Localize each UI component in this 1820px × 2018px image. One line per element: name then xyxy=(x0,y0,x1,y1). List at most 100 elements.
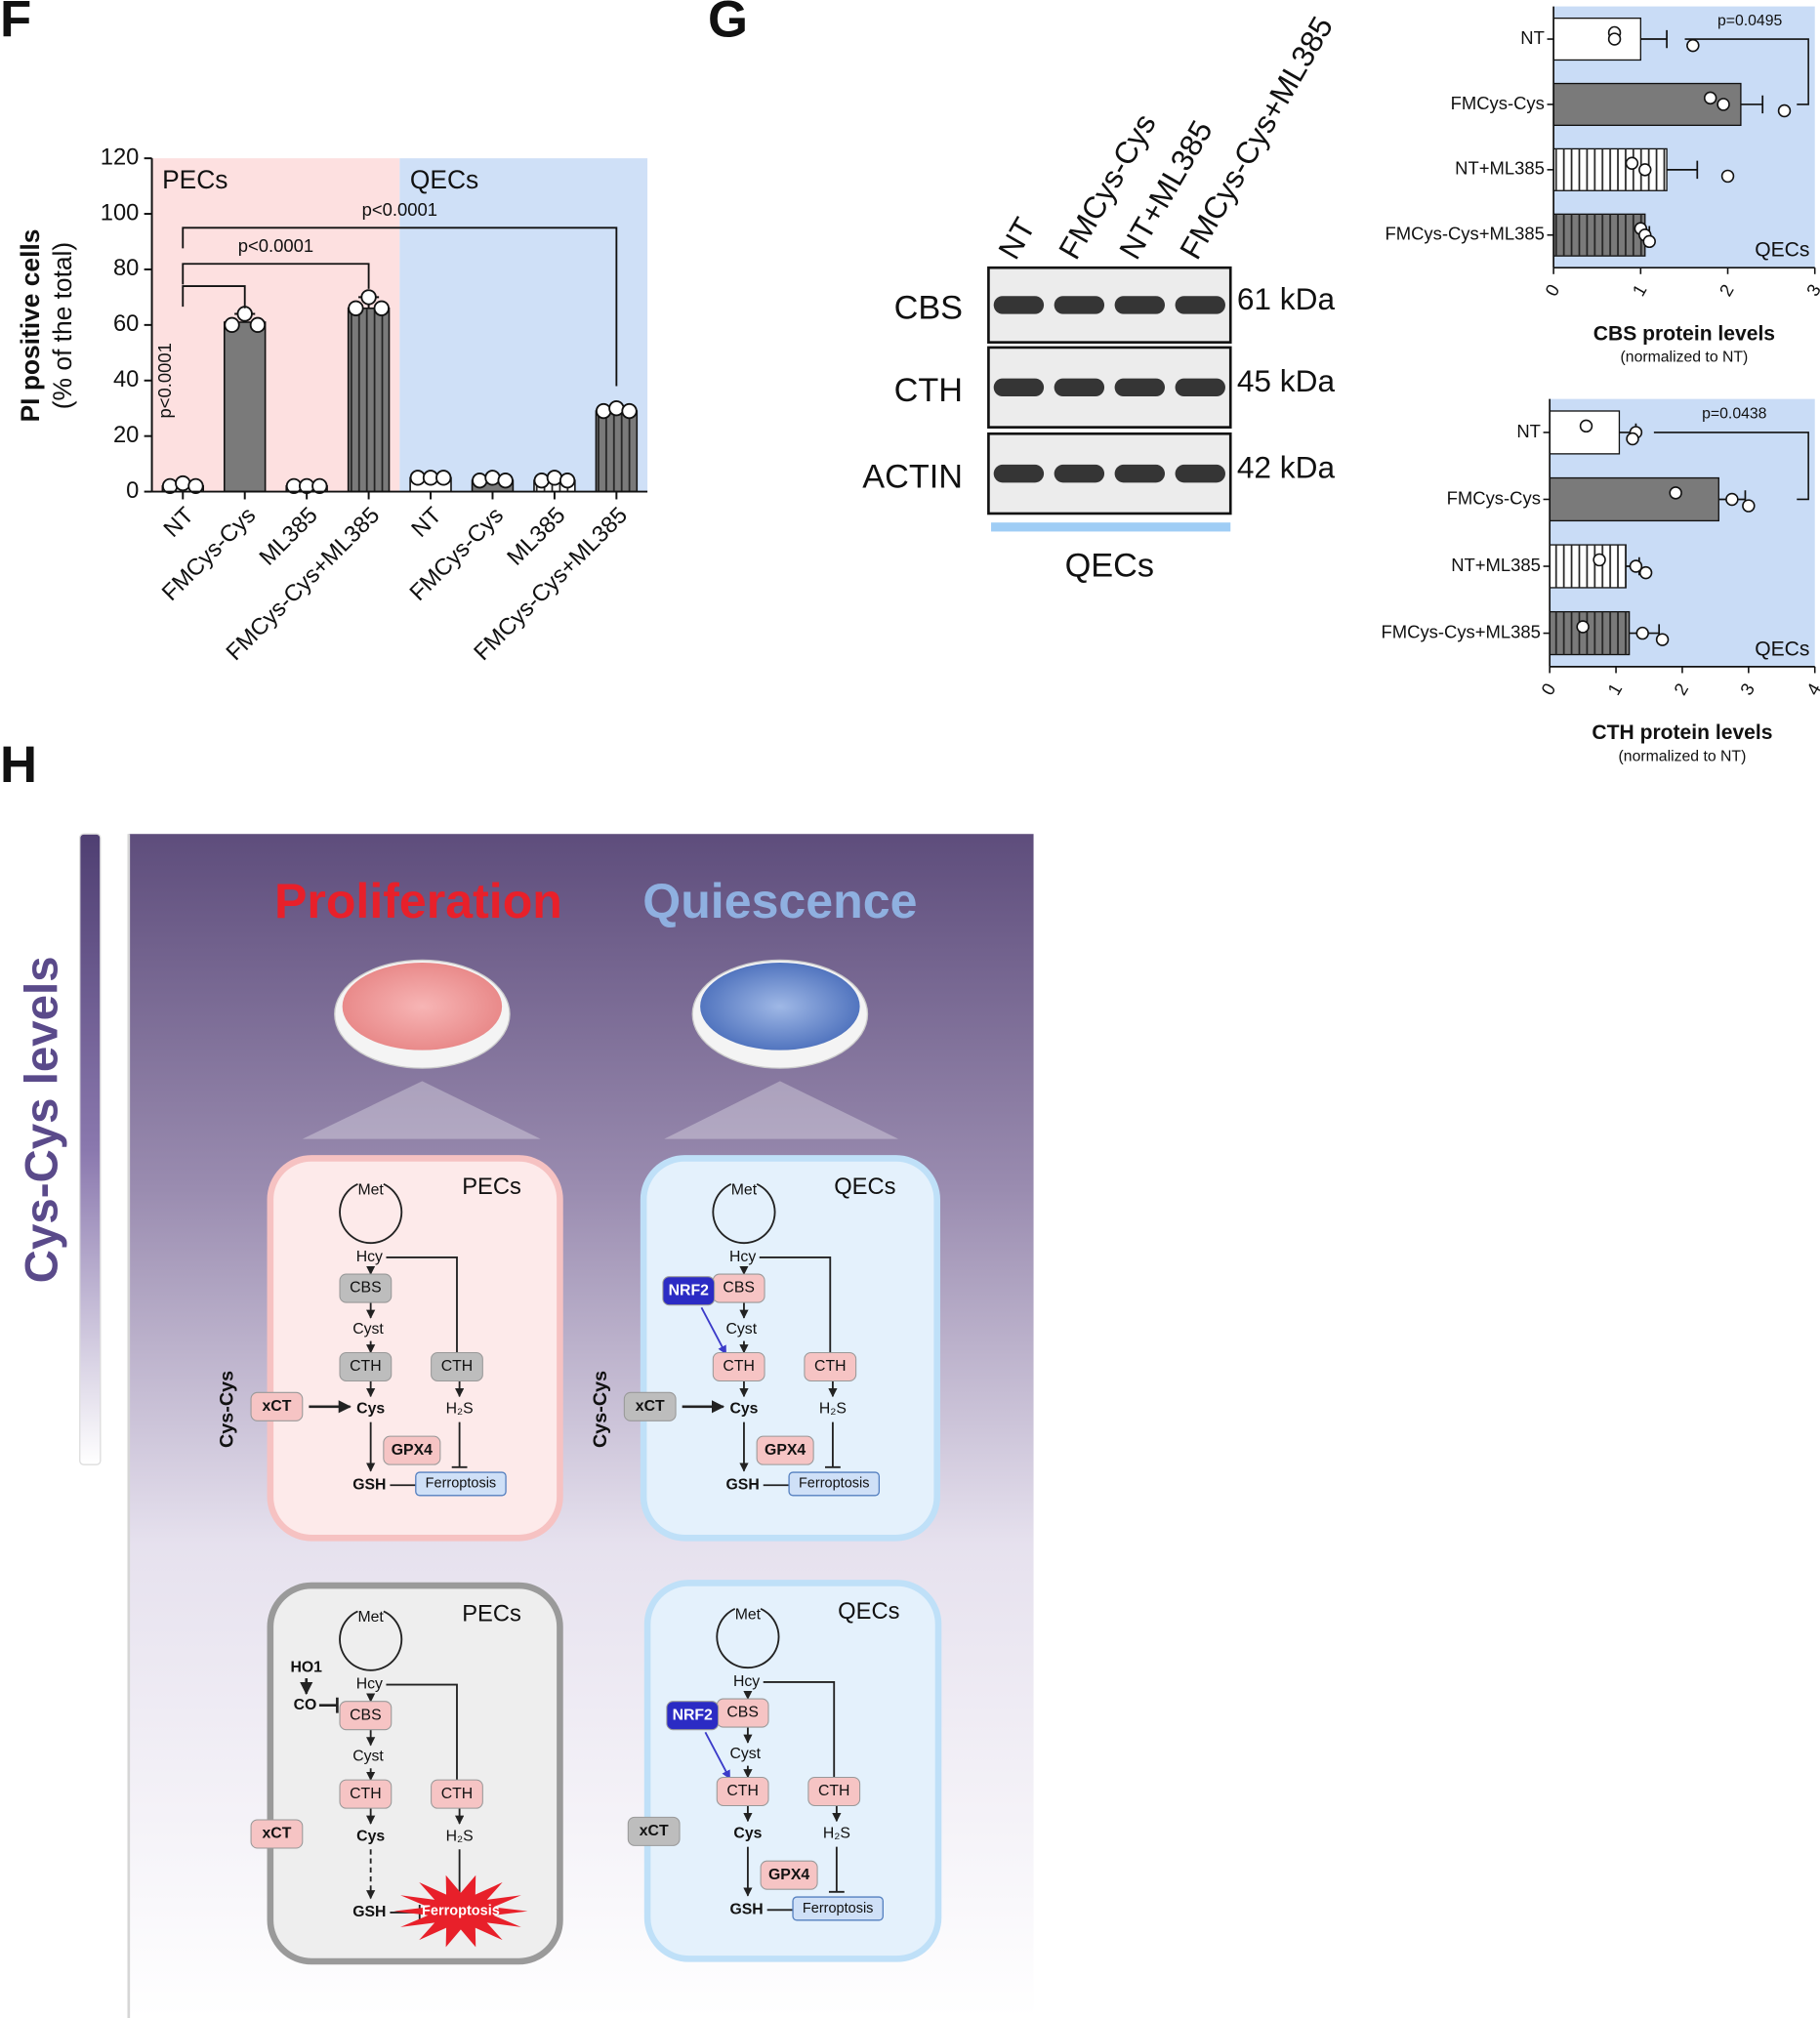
nrf2-label: NRF2 xyxy=(673,1707,713,1723)
blot-band xyxy=(1114,464,1166,483)
y-tick-label: 120 xyxy=(101,144,140,170)
data-point xyxy=(348,300,364,316)
data-point xyxy=(1669,486,1682,500)
inhibition xyxy=(451,1421,468,1468)
bar-hatch xyxy=(596,411,638,492)
y-tick-label: FMCys-Cys xyxy=(1447,487,1541,508)
met-cycle xyxy=(716,1607,780,1669)
branch xyxy=(763,1681,836,1778)
y-tick-label: 0 xyxy=(126,478,139,504)
bar xyxy=(223,321,267,493)
gsh-label: GSH xyxy=(726,1476,760,1493)
ferroptosis-box xyxy=(788,1471,881,1497)
y-tick-label: NT+ML385 xyxy=(1455,158,1545,179)
row-label: CTH xyxy=(894,372,963,409)
gpx4-label: GPX4 xyxy=(768,1867,809,1883)
met-cycle xyxy=(339,1610,403,1671)
side-label: Cys-Cys levels xyxy=(17,956,68,1283)
heading: Quiescence xyxy=(642,874,917,928)
error-bar xyxy=(1667,160,1699,180)
data-point xyxy=(1626,432,1639,446)
inhibition xyxy=(824,1421,841,1468)
x-tick-label: 2 xyxy=(1715,280,1737,299)
co-label: CO xyxy=(294,1697,317,1713)
x-tick-label: 3 xyxy=(1802,280,1820,299)
h2s-label: H₂S xyxy=(823,1826,850,1842)
data-point xyxy=(533,473,550,489)
row-label: CBS xyxy=(894,290,963,327)
y-tick-label: 100 xyxy=(101,200,140,226)
blot-band xyxy=(1175,464,1225,483)
xct-box xyxy=(250,1391,304,1421)
annotation: p=0.0438 xyxy=(1702,406,1767,423)
data-point xyxy=(1642,234,1656,249)
x-axis-label: CTH protein levels xyxy=(1592,721,1772,744)
cell-box xyxy=(267,1582,563,1965)
ferroptosis-burst xyxy=(393,1874,528,1948)
data-point xyxy=(546,470,563,486)
x-tick-label: 1 xyxy=(1603,680,1626,698)
data-point xyxy=(1638,163,1652,177)
dish-cells xyxy=(342,963,503,1050)
data-point xyxy=(1625,156,1639,170)
cell-box xyxy=(643,1580,942,1962)
data-point xyxy=(224,316,240,334)
bar-hatch xyxy=(1553,214,1645,257)
arrow xyxy=(704,1731,731,1780)
data-point xyxy=(497,473,514,489)
data-point xyxy=(1717,98,1730,111)
data-point xyxy=(175,474,191,492)
xct-box xyxy=(627,1816,681,1846)
significance-bracket xyxy=(1653,432,1809,501)
met-label: Met xyxy=(357,1182,384,1199)
y-tick-label: NT xyxy=(1516,421,1541,441)
data-point xyxy=(1703,91,1717,105)
hcy-label: Hcy xyxy=(356,1249,383,1265)
branch xyxy=(386,1256,458,1353)
cell: QECs Met Hcy CBS Cyst CTH CTH Cys H₂S xCT GPX4 GSH F… xyxy=(627,1580,942,1962)
y-tick-label: 80 xyxy=(113,256,139,281)
cys-label: Cys xyxy=(733,1826,762,1842)
y-tick-label: NT xyxy=(1520,27,1545,48)
data-point xyxy=(1592,553,1606,567)
cbs-label: CBS xyxy=(723,1280,754,1297)
data-point xyxy=(187,477,204,495)
cth_left-label: CTH xyxy=(350,1786,381,1802)
data-point xyxy=(236,306,253,322)
data-point xyxy=(1777,103,1792,118)
group-label: QECs xyxy=(1065,547,1154,584)
cth_left-box xyxy=(712,1351,765,1381)
cbs-label: CBS xyxy=(726,1705,758,1721)
blot-band xyxy=(1054,296,1105,314)
cth_right-box xyxy=(431,1779,483,1809)
met-label: Met xyxy=(357,1609,384,1626)
cell-box xyxy=(267,1155,563,1542)
cyst-label: Cyst xyxy=(726,1321,758,1338)
y-tick-label: 40 xyxy=(113,367,139,392)
spotlight xyxy=(664,1081,899,1139)
branch xyxy=(759,1256,832,1353)
significance-bracket xyxy=(182,285,246,309)
met-cycle xyxy=(339,1182,403,1245)
bar xyxy=(1552,17,1641,62)
cys-label: Cys xyxy=(356,1828,385,1844)
data-point xyxy=(311,477,328,495)
group-bar xyxy=(991,522,1231,532)
data-point xyxy=(621,402,638,420)
significance-bracket xyxy=(182,263,370,289)
y-axis-label-sub: (% of the total) xyxy=(48,242,77,409)
cth_right-box xyxy=(431,1351,483,1381)
x-tick-label: 0 xyxy=(1537,680,1559,698)
error-bar xyxy=(1740,95,1764,114)
side_label-label: Cys-Cys xyxy=(217,1371,238,1448)
group-label: PECs xyxy=(162,165,228,194)
nrf2-label: NRF2 xyxy=(669,1282,709,1298)
ferroptosis-label: Ferroptosis xyxy=(803,1901,874,1916)
cyst-label: Cyst xyxy=(352,1321,384,1338)
cell: PECs Met Hcy CBS Cyst CTH CTH Cys H₂S xCT GSH Ferro… xyxy=(250,1582,563,1965)
bar-hatch xyxy=(533,480,575,492)
blot-band xyxy=(993,464,1045,483)
lane-label: NT xyxy=(991,212,1042,266)
data-point xyxy=(435,470,452,486)
cbs-box xyxy=(339,1701,393,1731)
